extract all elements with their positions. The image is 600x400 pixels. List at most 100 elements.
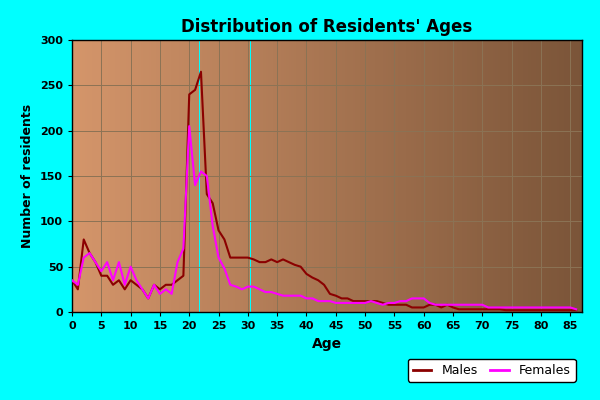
Bar [480, 40, 482, 312]
Bar [358, 40, 360, 312]
Bar [72, 40, 74, 312]
Bar [521, 40, 523, 312]
Bar [332, 40, 335, 312]
Bar [192, 40, 194, 312]
Bar [139, 40, 141, 312]
Bar [190, 40, 192, 312]
Bar [419, 40, 421, 312]
Bar [365, 40, 368, 312]
Bar [260, 40, 263, 312]
Bar [536, 40, 539, 312]
Bar [340, 40, 342, 312]
Bar [368, 40, 370, 312]
Bar [266, 40, 268, 312]
Bar [131, 40, 133, 312]
Bar [562, 40, 564, 312]
Bar [296, 40, 299, 312]
X-axis label: Age: Age [312, 336, 342, 350]
Bar [174, 40, 176, 312]
Bar [518, 40, 521, 312]
Bar [291, 40, 294, 312]
Bar [327, 40, 329, 312]
Bar [118, 40, 121, 312]
Bar [394, 40, 396, 312]
Bar [457, 40, 460, 312]
Bar [516, 40, 518, 312]
Bar [88, 40, 90, 312]
Bar [373, 40, 376, 312]
Bar [460, 40, 462, 312]
Bar [113, 40, 115, 312]
Bar [421, 40, 424, 312]
Bar [281, 40, 284, 312]
Bar [378, 40, 380, 312]
Bar [409, 40, 411, 312]
Bar [544, 40, 547, 312]
Bar [82, 40, 85, 312]
Bar [574, 40, 577, 312]
Bar [164, 40, 166, 312]
Bar [182, 40, 184, 312]
Bar [215, 40, 217, 312]
Bar [108, 40, 110, 312]
Title: Distribution of Residents' Ages: Distribution of Residents' Ages [181, 18, 473, 36]
Bar [493, 40, 496, 312]
Bar [309, 40, 312, 312]
Bar [133, 40, 136, 312]
Bar [424, 40, 427, 312]
Bar [427, 40, 429, 312]
Bar [154, 40, 156, 312]
Bar [475, 40, 478, 312]
Bar [161, 40, 164, 312]
Bar [439, 40, 442, 312]
Bar [564, 40, 567, 312]
Bar [271, 40, 274, 312]
Bar [158, 40, 161, 312]
Bar [488, 40, 490, 312]
Bar [442, 40, 444, 312]
Bar [92, 40, 95, 312]
Bar [307, 40, 309, 312]
Bar [370, 40, 373, 312]
Bar [238, 40, 240, 312]
Bar [437, 40, 439, 312]
Bar [478, 40, 480, 312]
Bar [447, 40, 449, 312]
Bar [414, 40, 416, 312]
Bar [100, 40, 103, 312]
Bar [235, 40, 238, 312]
Bar [302, 40, 304, 312]
Bar [452, 40, 455, 312]
Bar [194, 40, 197, 312]
Bar [85, 40, 88, 312]
Bar [449, 40, 452, 312]
Bar [243, 40, 245, 312]
Bar [268, 40, 271, 312]
Bar [342, 40, 345, 312]
Bar [531, 40, 533, 312]
Bar [503, 40, 505, 312]
Bar [258, 40, 260, 312]
Bar [529, 40, 531, 312]
Bar [217, 40, 220, 312]
Bar [276, 40, 278, 312]
Bar [299, 40, 302, 312]
Bar [345, 40, 347, 312]
Bar [511, 40, 513, 312]
Bar [166, 40, 169, 312]
Bar [151, 40, 154, 312]
Bar [207, 40, 210, 312]
Bar [136, 40, 139, 312]
Bar [248, 40, 251, 312]
Bar [212, 40, 215, 312]
Bar [110, 40, 113, 312]
Bar [401, 40, 403, 312]
Bar [554, 40, 557, 312]
Bar [128, 40, 131, 312]
Bar [546, 40, 549, 312]
Bar [146, 40, 149, 312]
Bar [95, 40, 97, 312]
Bar [490, 40, 493, 312]
Bar [251, 40, 253, 312]
Bar [263, 40, 266, 312]
